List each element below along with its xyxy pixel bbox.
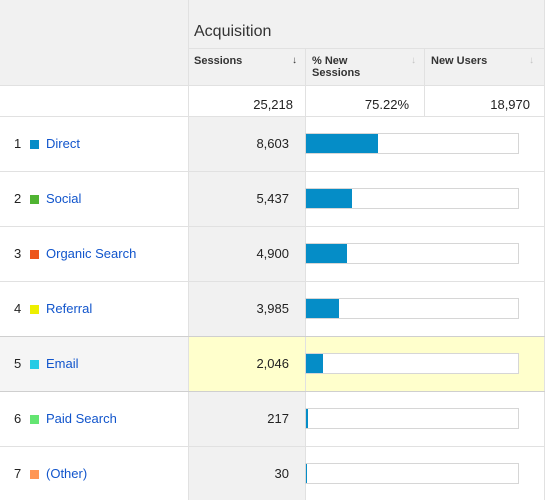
color-swatch-icon — [30, 470, 39, 479]
color-swatch-icon — [30, 250, 39, 259]
sessions-share-fill — [306, 134, 379, 153]
row-divider — [0, 281, 545, 282]
row-divider — [0, 336, 545, 337]
sessions-share-bar — [305, 353, 519, 374]
color-swatch-icon — [30, 305, 39, 314]
channel-link[interactable]: Referral — [46, 301, 93, 316]
row-divider — [0, 391, 545, 392]
color-swatch-icon — [30, 195, 39, 204]
channel-link[interactable]: Direct — [46, 136, 80, 151]
row-index: 7 — [14, 466, 22, 481]
channel-link[interactable]: Email — [46, 356, 79, 371]
total-sessions: 25,218 — [253, 97, 293, 112]
channel-link[interactable]: Social — [46, 191, 82, 206]
total-new-users: 18,970 — [490, 97, 530, 112]
sessions-share-bar — [305, 463, 519, 484]
channel-link[interactable]: Organic Search — [46, 246, 137, 261]
color-swatch-icon — [30, 360, 39, 369]
sessions-share-bar — [305, 298, 519, 319]
row-divider — [0, 171, 545, 172]
sessions-value: 5,437 — [256, 191, 289, 206]
table-header-band — [0, 0, 545, 85]
column-header-new-users[interactable]: New Users — [431, 55, 487, 67]
row-divider — [0, 226, 545, 227]
sessions-share-fill — [306, 299, 340, 318]
row-index: 1 — [14, 136, 22, 151]
channel-link[interactable]: (Other) — [46, 466, 88, 481]
row-divider — [0, 116, 545, 117]
arrow-down-icon[interactable]: ↓ — [529, 55, 534, 66]
color-swatch-icon — [30, 140, 39, 149]
column-header-label: Sessions — [312, 67, 361, 79]
column-header-pct-new-sessions[interactable]: % New Sessions — [312, 55, 360, 79]
sessions-value: 3,985 — [256, 301, 289, 316]
color-swatch-icon — [30, 415, 39, 424]
sessions-share-fill — [306, 189, 352, 208]
sessions-value: 8,603 — [256, 136, 289, 151]
acquisition-group-title: Acquisition — [194, 23, 272, 40]
sessions-value: 217 — [267, 411, 289, 426]
column-header-label: % New — [312, 55, 348, 67]
channel-link[interactable]: Paid Search — [46, 411, 117, 426]
column-header-sessions[interactable]: Sessions — [194, 55, 242, 67]
arrow-down-icon[interactable]: ↓ — [292, 55, 297, 66]
row-index: 3 — [14, 246, 22, 261]
sessions-share-bar — [305, 133, 519, 154]
arrow-down-icon[interactable]: ↓ — [411, 55, 416, 66]
sessions-share-bar — [305, 408, 519, 429]
sessions-share-fill — [306, 464, 308, 483]
row-index: 5 — [14, 356, 22, 371]
sessions-share-bar — [305, 243, 519, 264]
sessions-share-fill — [306, 244, 348, 263]
row-divider — [188, 48, 545, 49]
column-header-label: New Users — [431, 55, 488, 67]
column-header-label: Sessions — [194, 55, 243, 67]
column-divider — [188, 0, 189, 500]
row-index: 2 — [14, 191, 22, 206]
row-index: 6 — [14, 411, 22, 426]
sessions-column-background — [188, 117, 305, 500]
sessions-value: 2,046 — [256, 356, 289, 371]
sessions-share-bar — [305, 188, 519, 209]
row-divider — [0, 446, 545, 447]
total-pct-new-sessions: 75.22% — [364, 97, 409, 112]
row-divider — [0, 85, 545, 86]
row-index: 4 — [14, 301, 22, 316]
sessions-value: 30 — [274, 466, 289, 481]
sessions-value: 4,900 — [256, 246, 289, 261]
column-divider — [424, 48, 425, 116]
column-divider — [305, 48, 306, 500]
sessions-share-fill — [306, 409, 308, 428]
sessions-share-fill — [306, 354, 324, 373]
